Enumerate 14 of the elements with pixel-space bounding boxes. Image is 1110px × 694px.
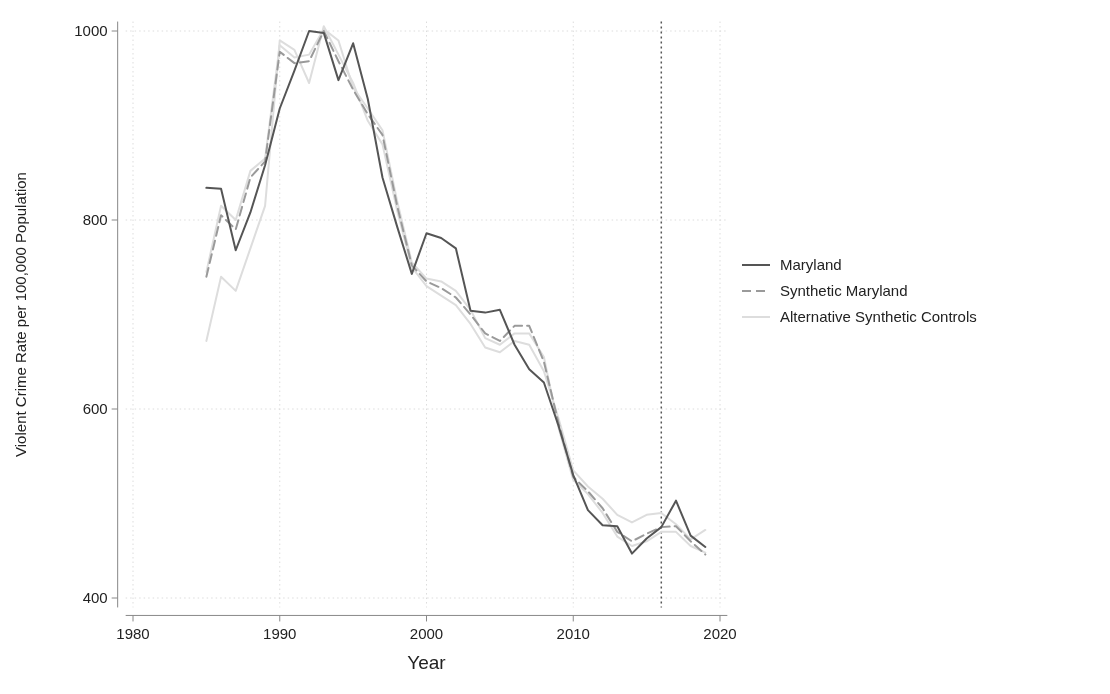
x-tick-label: 2010 <box>556 625 590 643</box>
legend-label: Synthetic Maryland <box>780 282 908 299</box>
y-tick-label: 800 <box>82 211 108 228</box>
x-tick-label: 1990 <box>263 625 297 643</box>
legend-label: Alternative Synthetic Controls <box>780 308 977 325</box>
x-tick-label: 2000 <box>409 625 444 643</box>
legend-label: Maryland <box>780 256 842 273</box>
y-axis-title: Violent Crime Rate per 100,000 Population <box>12 172 29 457</box>
x-tick-label: 1980 <box>116 625 150 643</box>
x-axis-title: Year <box>407 652 447 674</box>
y-tick-label: 1000 <box>74 22 108 39</box>
y-tick-label: 600 <box>82 400 108 417</box>
y-tick-label: 400 <box>82 589 108 606</box>
x-tick-label: 2020 <box>703 625 737 643</box>
